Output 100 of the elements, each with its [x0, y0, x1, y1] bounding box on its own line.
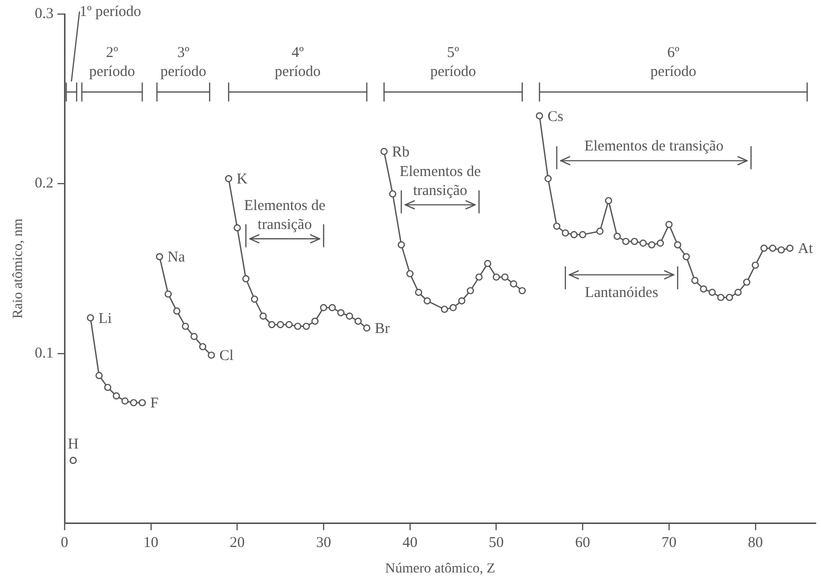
point: [346, 312, 354, 320]
point: [544, 175, 552, 182]
annotation: 6º período: [650, 45, 696, 80]
point: [337, 309, 344, 316]
point: [86, 314, 94, 322]
x-tick-label: 80: [748, 535, 763, 552]
point: [414, 288, 422, 296]
point: [484, 260, 492, 268]
point: [406, 270, 414, 278]
point: [458, 297, 466, 304]
point: [294, 322, 302, 330]
point: [518, 287, 526, 294]
point: [320, 304, 328, 312]
annotation: 4º período: [274, 45, 321, 80]
annotation: Cs: [547, 108, 564, 125]
point: [760, 244, 768, 252]
annotation: 5º período: [430, 45, 476, 80]
y-tick-label: 0.3: [34, 6, 54, 22]
x-tick-label: 20: [230, 535, 245, 552]
point: [665, 220, 673, 228]
x-tick-label: 50: [488, 535, 504, 552]
point: [656, 240, 664, 247]
point: [70, 456, 77, 464]
point: [743, 278, 750, 286]
point: [199, 343, 206, 350]
x-tick-label: 60: [575, 535, 590, 552]
point: [475, 273, 483, 281]
point: [112, 392, 120, 400]
y-tick-label: 0.1: [34, 345, 54, 362]
point: [121, 397, 129, 405]
annotation: 1º período: [79, 4, 142, 20]
point: [726, 294, 734, 302]
point: [104, 384, 112, 392]
y-axis-title: Raio atômico, nm: [11, 218, 26, 319]
point: [717, 294, 724, 302]
point: [501, 273, 509, 281]
x-tick-label: 40: [402, 535, 418, 552]
point: [562, 229, 569, 237]
point: [225, 175, 232, 182]
point: [786, 244, 794, 252]
annotation: 2º período: [89, 45, 135, 80]
point: [752, 262, 759, 269]
point: [389, 190, 396, 198]
point: [536, 112, 544, 120]
annotation: F: [150, 396, 159, 412]
point: [398, 241, 405, 248]
point: [682, 253, 690, 260]
point: [708, 288, 716, 296]
point: [604, 197, 612, 204]
point: [285, 321, 293, 328]
point: [268, 321, 276, 328]
point: [640, 240, 647, 247]
x-tick-label: 30: [316, 535, 332, 552]
annotation: Elementos de transição: [400, 164, 482, 199]
point: [311, 318, 319, 325]
annotation: 3º período: [160, 45, 206, 80]
point: [190, 332, 198, 340]
annotation: Li: [98, 310, 112, 327]
point: [95, 372, 103, 380]
point: [553, 222, 560, 230]
annotation: H: [68, 436, 79, 452]
point: [691, 276, 699, 284]
point: [622, 238, 630, 246]
x-axis-title: Número atômico, Z: [385, 561, 496, 576]
point: [138, 399, 146, 406]
point: [440, 306, 448, 313]
point: [648, 241, 656, 248]
annotation: Elementos de transição: [244, 198, 326, 233]
point: [234, 224, 241, 232]
point: [769, 244, 776, 252]
point: [208, 352, 215, 359]
point: [354, 318, 362, 325]
x-tick-label: 10: [143, 535, 158, 552]
point: [424, 297, 431, 304]
point: [510, 280, 518, 288]
point: [492, 273, 500, 281]
point: [380, 148, 388, 156]
annotation: Br: [374, 321, 390, 338]
point: [182, 322, 190, 330]
y-tick-label: 0.2: [34, 176, 54, 192]
point: [674, 241, 682, 248]
point: [596, 228, 604, 235]
annotation: Rb: [392, 144, 410, 160]
point: [778, 246, 785, 254]
point: [328, 304, 336, 312]
annotation: Cl: [219, 348, 234, 364]
point: [242, 275, 250, 282]
point: [466, 287, 474, 294]
point: [250, 296, 258, 303]
point: [164, 290, 172, 298]
point: [363, 324, 370, 332]
point: [173, 307, 180, 315]
point: [450, 304, 457, 312]
point: [260, 312, 267, 320]
point: [579, 231, 586, 238]
point: [302, 322, 310, 330]
point: [630, 238, 638, 246]
point: [130, 399, 138, 406]
annotation: Lantanóides: [584, 284, 658, 301]
point: [614, 232, 621, 240]
